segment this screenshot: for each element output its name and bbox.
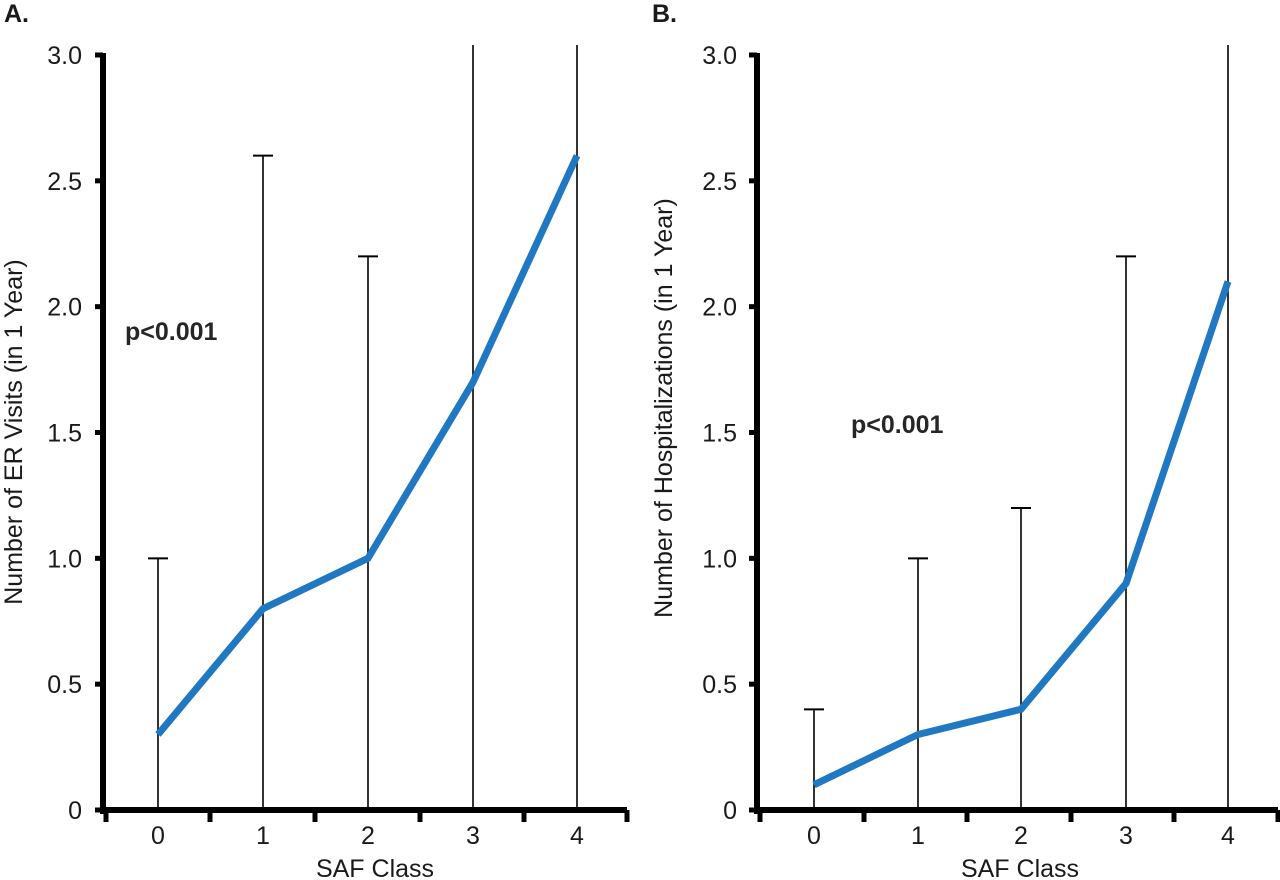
chart-panel-a: A. 0 0.5 1.0 1.5 2.0 2.5 3.0 0 1 2 3 4 SAF Class N… [0, 0, 630, 880]
y-tick-label: 3.0 [702, 42, 737, 70]
y-tick-label: 3.0 [47, 42, 82, 70]
y-tick-label: 0.5 [47, 671, 82, 699]
axes [749, 52, 1280, 822]
y-tick-label: 1.0 [47, 545, 82, 573]
y-axis-title: Number of ER Visits (in 1 Year) [0, 259, 28, 605]
x-tick-label: 2 [361, 822, 375, 850]
error-bars [148, 45, 578, 810]
x-axis-title: SAF Class [961, 855, 1079, 880]
axes [95, 52, 630, 822]
x-tick-label: 3 [1119, 822, 1133, 850]
data-series [812, 280, 1232, 788]
y-axis-title: Number of Hospitalizations (in 1 Year) [650, 198, 678, 618]
x-tick-label: 4 [570, 822, 584, 850]
chart-panel-b: B. 0 0.5 1.0 1.5 2.0 2.5 3.0 0 1 2 3 4 SAF Class N… [650, 0, 1280, 880]
panel-label: A. [4, 0, 29, 28]
panel-label: B. [652, 0, 677, 28]
y-tick-label: 0 [723, 797, 737, 825]
p-value-annotation: p<0.001 [851, 411, 944, 439]
y-tick-label: 1.5 [47, 420, 82, 448]
x-tick-labels: 0 1 2 3 4 [807, 822, 1235, 850]
y-tick-label: 0 [68, 797, 82, 825]
y-tick-labels: 0 0.5 1.0 1.5 2.0 2.5 3.0 [47, 42, 82, 825]
x-tick-label: 0 [807, 822, 821, 850]
y-tick-labels: 0 0.5 1.0 1.5 2.0 2.5 3.0 [702, 42, 737, 825]
y-tick-label: 0.5 [702, 671, 737, 699]
x-tick-label: 2 [1014, 822, 1028, 850]
y-tick-label: 2.5 [47, 168, 82, 196]
p-value-annotation: p<0.001 [125, 318, 218, 346]
y-tick-label: 1.5 [702, 420, 737, 448]
y-tick-label: 2.5 [702, 168, 737, 196]
data-series [155, 154, 581, 737]
x-tick-label: 1 [911, 822, 925, 850]
error-bars [804, 45, 1229, 810]
y-tick-label: 2.0 [702, 294, 737, 322]
x-tick-labels: 0 1 2 3 4 [151, 822, 584, 850]
x-tick-label: 3 [466, 822, 480, 850]
y-tick-label: 1.0 [702, 545, 737, 573]
y-tick-label: 2.0 [47, 294, 82, 322]
x-tick-label: 1 [256, 822, 270, 850]
x-axis-title: SAF Class [316, 855, 434, 880]
x-tick-label: 0 [151, 822, 165, 850]
x-tick-label: 4 [1221, 822, 1235, 850]
